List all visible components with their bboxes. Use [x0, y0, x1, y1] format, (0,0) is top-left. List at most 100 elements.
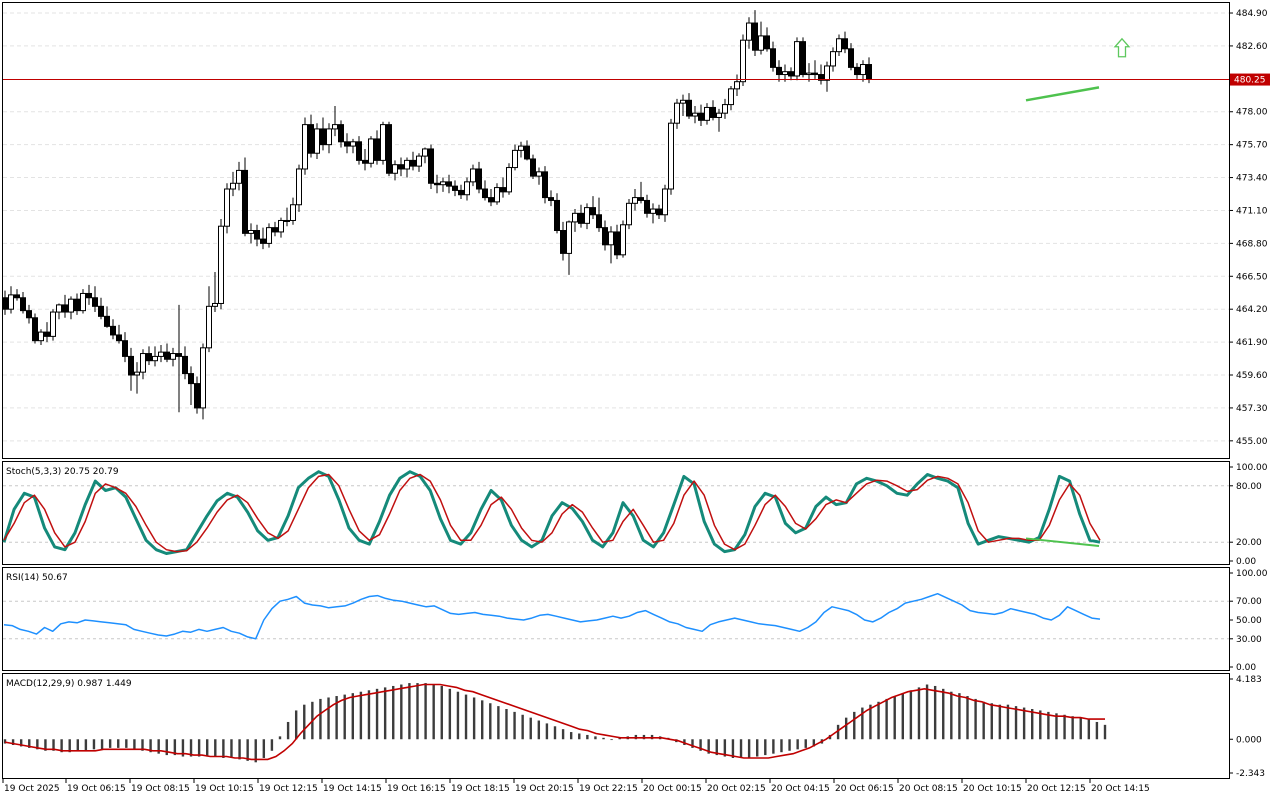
- candle-body: [758, 35, 764, 51]
- candle-body: [428, 148, 434, 184]
- candle-body: [374, 138, 380, 161]
- candle-body: [554, 199, 560, 232]
- candle-body: [230, 182, 236, 190]
- macd-histogram-bar: [578, 733, 581, 740]
- macd-histogram-bar: [448, 688, 452, 740]
- macd-histogram-bar: [812, 739, 816, 747]
- macd-histogram-bar: [327, 697, 330, 740]
- candle-body: [728, 88, 734, 106]
- candle-body: [296, 168, 302, 206]
- macd-histogram-bar: [197, 739, 201, 757]
- stoch-tick-label: 20.00: [1236, 538, 1262, 548]
- macd-histogram-bar: [569, 732, 573, 740]
- rsi-tick-label: 50.00: [1236, 616, 1262, 626]
- rsi-tick-label: 100.00: [1236, 569, 1268, 579]
- macd-panel-frame: [2, 673, 1230, 779]
- macd-histogram-bar: [1063, 714, 1066, 740]
- macd-histogram-bar: [780, 739, 783, 753]
- candle-body: [398, 164, 404, 170]
- stoch-label: Stoch(5,3,3) 20.75 20.79: [6, 467, 119, 477]
- macd-histogram-bar: [1079, 717, 1082, 740]
- time-tick-label: 19 Oct 12:15: [259, 784, 318, 794]
- candle-body: [338, 124, 344, 143]
- macd-histogram-bar: [788, 739, 791, 751]
- candle-body: [440, 181, 446, 186]
- candle-body: [620, 224, 626, 256]
- macd-histogram-bar: [505, 709, 508, 740]
- time-tick-label: 19 Oct 14:15: [323, 784, 382, 794]
- candle-body: [602, 227, 608, 246]
- time-tick-label: 19 Oct 16:15: [387, 784, 446, 794]
- candle-body: [134, 371, 140, 376]
- candle-body: [716, 112, 722, 118]
- macd-histogram-bar: [861, 707, 864, 740]
- candle-body: [788, 71, 794, 77]
- macd-histogram-bar: [877, 701, 880, 740]
- candle-body: [392, 164, 398, 174]
- time-tick-label: 20 Oct 12:15: [1027, 784, 1086, 794]
- candle-body: [14, 294, 20, 299]
- candle-body: [308, 124, 314, 154]
- time-tick-label: 19 Oct 2025: [4, 784, 60, 794]
- candle-body: [248, 230, 254, 234]
- candle-body: [626, 202, 632, 226]
- macd-histogram-bar: [424, 683, 427, 740]
- price-tick-label: 457.30: [1236, 404, 1268, 414]
- macd-histogram-bar: [1039, 710, 1042, 740]
- candle-body: [290, 204, 296, 221]
- candle-body: [170, 353, 176, 360]
- stoch-tick-label: 80.00: [1236, 482, 1262, 492]
- macd-histogram-bar: [707, 739, 710, 754]
- candle-body: [194, 383, 200, 409]
- time-tick-label: 19 Oct 06:15: [67, 784, 126, 794]
- macd-histogram-bar: [715, 739, 718, 756]
- candle-body: [158, 351, 164, 357]
- macd-histogram-bar: [998, 704, 1002, 740]
- macd-histogram-bar: [375, 688, 379, 740]
- candle-body: [104, 315, 110, 327]
- candle-body: [350, 141, 356, 147]
- macd-histogram-bar: [561, 729, 565, 740]
- macd-histogram-bar: [844, 717, 848, 740]
- candle-body: [752, 22, 758, 51]
- candle-body: [110, 325, 116, 336]
- candle-body: [212, 302, 218, 307]
- candle-body: [188, 373, 194, 385]
- candle-body: [284, 219, 290, 222]
- panel-frames: [2, 2, 1230, 779]
- macd-histogram-bar: [52, 739, 55, 751]
- macd-histogram-bar: [521, 714, 524, 740]
- macd-histogram-bar: [383, 687, 387, 740]
- price-tick-label: 461.90: [1236, 338, 1268, 348]
- macd-histogram-bar: [367, 690, 371, 740]
- macd-histogram-bar: [481, 700, 484, 740]
- macd-histogram-bar: [747, 739, 751, 758]
- candle-body: [854, 66, 860, 76]
- macd-histogram-bar: [262, 739, 266, 758]
- macd-histogram-bar: [125, 739, 128, 748]
- candle-body: [32, 317, 38, 342]
- macd-histogram-bar: [618, 737, 621, 740]
- price-panel-frame: [2, 2, 1230, 459]
- macd-histogram-bar: [990, 703, 993, 740]
- macd-histogram-bar: [246, 739, 249, 761]
- macd-histogram-bar: [893, 696, 896, 740]
- candle-body: [824, 65, 830, 81]
- macd-histogram-bar: [739, 739, 743, 758]
- macd-histogram-bar: [92, 739, 96, 750]
- price-tick-label: 471.10: [1236, 206, 1268, 216]
- candle-body: [224, 188, 230, 227]
- macd-histogram-bar: [19, 739, 23, 747]
- macd-histogram-bar: [804, 739, 807, 748]
- macd-histogram-bar: [1014, 706, 1018, 740]
- candle-body: [770, 48, 776, 68]
- candle-body: [314, 128, 320, 154]
- candle-body: [596, 214, 602, 229]
- macd-histogram-bar: [853, 711, 856, 740]
- macd-histogram-bar: [76, 739, 79, 751]
- price-tick-label: 478.00: [1236, 108, 1268, 118]
- macd-signal-line: [4, 683, 1105, 761]
- macd-histogram-bar: [901, 693, 904, 740]
- candle-body: [386, 124, 392, 174]
